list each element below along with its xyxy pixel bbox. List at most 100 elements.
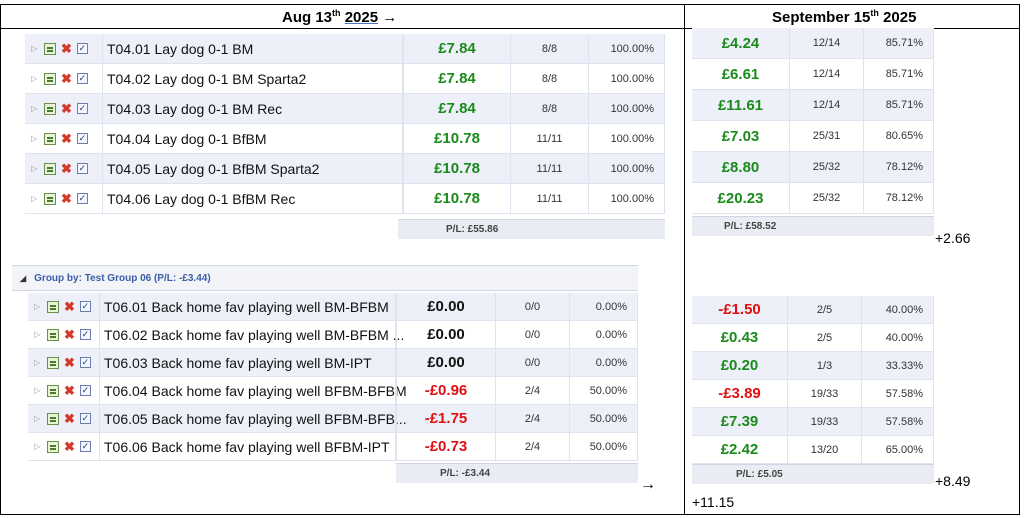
strategy-name: T04.01 Lay dog 0-1 BM (107, 40, 254, 57)
table-row[interactable]: £4.24 12/14 85.71% (692, 28, 934, 59)
enabled-checkbox[interactable]: ✓ (76, 193, 88, 204)
expand-triangle-icon[interactable]: ▷ (31, 104, 38, 113)
delete-x-icon[interactable]: ✖ (64, 438, 75, 454)
enabled-checkbox[interactable]: ✓ (76, 43, 88, 54)
edit-document-icon[interactable] (47, 384, 59, 397)
delete-x-icon[interactable]: ✖ (61, 100, 72, 116)
table-row[interactable]: £2.42 13/20 65.00% (692, 436, 934, 464)
table-row[interactable]: £7.39 19/33 57.58% (692, 408, 934, 436)
profit-loss-cell: £6.61 (692, 59, 790, 89)
expand-triangle-icon[interactable]: ▷ (34, 330, 41, 339)
table-row[interactable]: £11.61 12/14 85.71% (692, 90, 934, 121)
table-row[interactable]: £20.23 25/32 78.12% (692, 183, 934, 214)
delete-x-icon[interactable]: ✖ (61, 40, 72, 56)
profit-loss-cell: -£0.73 (396, 433, 496, 460)
enabled-checkbox[interactable]: ✓ (79, 329, 91, 340)
expand-triangle-icon[interactable]: ▷ (34, 414, 41, 423)
edit-document-icon[interactable] (44, 102, 56, 115)
delete-x-icon[interactable]: ✖ (64, 410, 75, 426)
strategy-name-cell: T04.02 Lay dog 0-1 BM Sparta2 (103, 64, 403, 93)
table-row[interactable]: £0.43 2/5 40.00% (692, 324, 934, 352)
row-icons: ▷ ✖ ✓ (28, 405, 100, 432)
edit-document-icon[interactable] (44, 72, 56, 85)
row-icons: ▷ ✖ ✓ (25, 184, 103, 213)
collapse-triangle-icon[interactable]: ◢ (20, 273, 27, 283)
enabled-checkbox[interactable]: ✓ (79, 441, 91, 452)
enabled-checkbox[interactable]: ✓ (76, 133, 88, 144)
edit-document-icon[interactable] (44, 132, 56, 145)
edit-document-icon[interactable] (44, 162, 56, 175)
edit-document-icon[interactable] (44, 42, 56, 55)
expand-triangle-icon[interactable]: ▷ (31, 194, 38, 203)
strategy-name-cell: T04.01 Lay dog 0-1 BM (103, 34, 403, 63)
strategy-name: T04.04 Lay dog 0-1 BfBM (107, 130, 267, 147)
strategy-name-cell: T06.02 Back home fav playing well BM-BFB… (100, 321, 404, 348)
edit-document-icon[interactable] (47, 328, 59, 341)
expand-triangle-icon[interactable]: ▷ (31, 44, 38, 53)
group4-diff: +2.66 (935, 230, 971, 246)
table-row[interactable]: ▷ ✖ ✓ T04.04 Lay dog 0-1 BfBM £10.78 11/11 100… (25, 124, 665, 154)
strategy-name: T04.05 Lay dog 0-1 BfBM Sparta2 (107, 160, 320, 177)
enabled-checkbox[interactable]: ✓ (76, 73, 88, 84)
grand-total: +11.15 (692, 494, 735, 510)
edit-document-icon[interactable] (47, 440, 59, 453)
table-row[interactable]: ▷ ✖ ✓ T04.01 Lay dog 0-1 BM £7.84 8/8 100.00% (25, 34, 665, 64)
strategy-name: T06.06 Back home fav playing well BFBM-I… (104, 438, 390, 455)
edit-document-icon[interactable] (47, 412, 59, 425)
strategy-name-cell: T06.01 Back home fav playing well BM-BFB… (100, 293, 396, 320)
expand-triangle-icon[interactable]: ▷ (34, 358, 41, 367)
table-row[interactable]: ▷ ✖ ✓ T04.03 Lay dog 0-1 BM Rec £7.84 8/8 100.… (25, 94, 665, 124)
table-row[interactable]: -£1.50 2/5 40.00% (692, 296, 934, 324)
edit-document-icon[interactable] (47, 356, 59, 369)
delete-x-icon[interactable]: ✖ (64, 298, 75, 314)
delete-x-icon[interactable]: ✖ (64, 382, 75, 398)
table-row[interactable]: ▷ ✖ ✓ T06.04 Back home fav playing well BFB… (28, 377, 638, 405)
table-row[interactable]: -£3.89 19/33 57.58% (692, 380, 934, 408)
profit-loss-cell: £0.43 (692, 324, 788, 351)
delete-x-icon[interactable]: ✖ (64, 326, 75, 342)
edit-document-icon[interactable] (44, 192, 56, 205)
row-icons: ▷ ✖ ✓ (25, 94, 103, 123)
table-row[interactable]: ▷ ✖ ✓ T06.03 Back home fav playing well BM-… (28, 349, 638, 377)
table-row[interactable]: £7.03 25/31 80.65% (692, 121, 934, 152)
strategy-name: T06.05 Back home fav playing well BFBM-B… (104, 410, 407, 427)
enabled-checkbox[interactable]: ✓ (79, 385, 91, 396)
profit-loss-cell: £0.20 (692, 352, 788, 379)
table-row[interactable]: £0.20 1/3 33.33% (692, 352, 934, 380)
enabled-checkbox[interactable]: ✓ (79, 413, 91, 424)
expand-triangle-icon[interactable]: ▷ (34, 386, 41, 395)
group6-header[interactable]: ◢ Group by: Test Group 06 (P/L: -£3.44) (12, 265, 638, 291)
win-percent-cell: 100.00% (589, 124, 665, 153)
table-row[interactable]: ▷ ✖ ✓ T06.01 Back home fav playing well BM-… (28, 293, 638, 321)
delete-x-icon[interactable]: ✖ (61, 130, 72, 146)
table-row[interactable]: ▷ ✖ ✓ T04.05 Lay dog 0-1 BfBM Sparta2 £10.78… (25, 154, 665, 184)
group4-left-total: P/L: £55.86 (398, 219, 665, 239)
profit-loss-cell: £10.78 (403, 184, 511, 213)
strategy-name-cell: T06.05 Back home fav playing well BFBM-B… (100, 405, 407, 432)
table-row[interactable]: £6.61 12/14 85.71% (692, 59, 934, 90)
enabled-checkbox[interactable]: ✓ (76, 163, 88, 174)
expand-triangle-icon[interactable]: ▷ (31, 74, 38, 83)
table-row[interactable]: ▷ ✖ ✓ T06.05 Back home fav playing well BFB… (28, 405, 638, 433)
table-row[interactable]: ▷ ✖ ✓ T04.06 Lay dog 0-1 BfBM Rec £10.78 11/1… (25, 184, 665, 214)
table-row[interactable]: ▷ ✖ ✓ T06.02 Back home fav playing well BM-… (28, 321, 638, 349)
expand-triangle-icon[interactable]: ▷ (34, 302, 41, 311)
table-row[interactable]: ▷ ✖ ✓ T06.06 Back home fav playing well BFB… (28, 433, 638, 461)
delete-x-icon[interactable]: ✖ (61, 160, 72, 176)
enabled-checkbox[interactable]: ✓ (76, 103, 88, 114)
table-row[interactable]: ▷ ✖ ✓ T04.02 Lay dog 0-1 BM Sparta2 £7.84 8/8… (25, 64, 665, 94)
enabled-checkbox[interactable]: ✓ (79, 357, 91, 368)
expand-triangle-icon[interactable]: ▷ (34, 442, 41, 451)
table-row[interactable]: £8.80 25/32 78.12% (692, 152, 934, 183)
win-ratio-cell: 19/33 (788, 380, 862, 407)
header-row-border (0, 4, 1020, 29)
enabled-checkbox[interactable]: ✓ (79, 301, 91, 312)
row-icons: ▷ ✖ ✓ (28, 377, 100, 404)
expand-triangle-icon[interactable]: ▷ (31, 164, 38, 173)
profit-loss-cell: £11.61 (692, 90, 790, 120)
expand-triangle-icon[interactable]: ▷ (31, 134, 38, 143)
delete-x-icon[interactable]: ✖ (61, 70, 72, 86)
delete-x-icon[interactable]: ✖ (61, 190, 72, 206)
edit-document-icon[interactable] (47, 300, 59, 313)
delete-x-icon[interactable]: ✖ (64, 354, 75, 370)
